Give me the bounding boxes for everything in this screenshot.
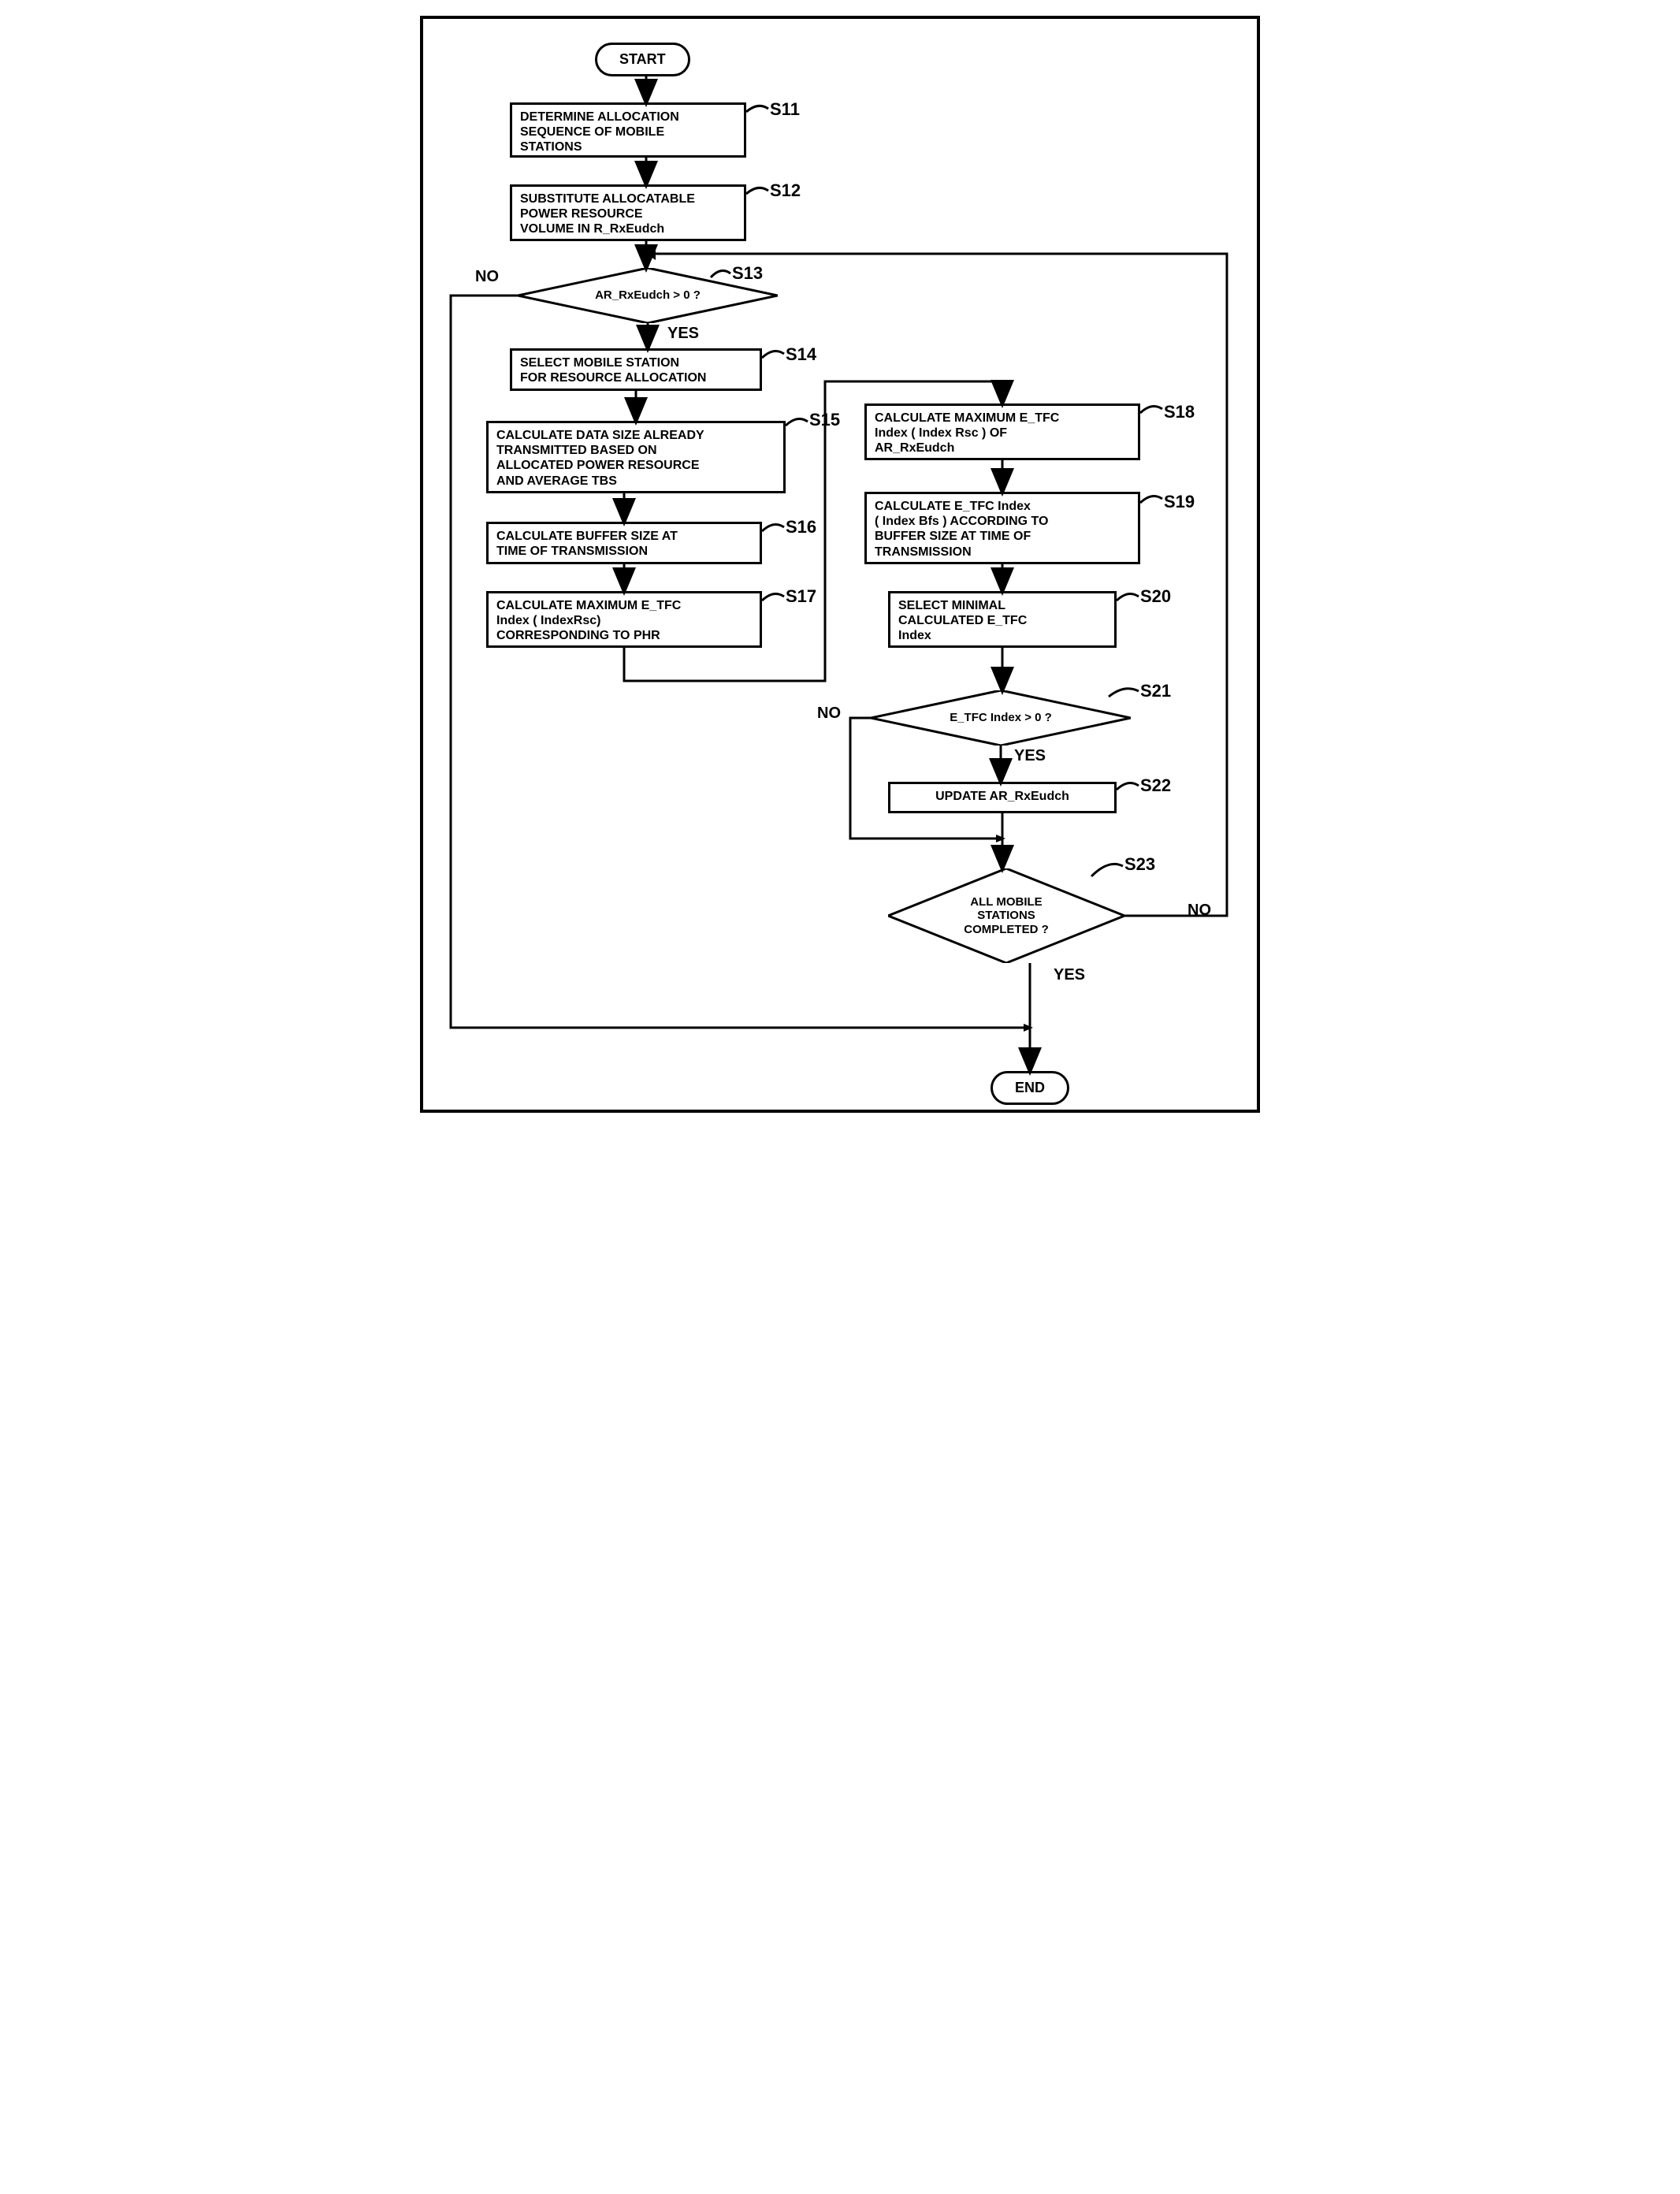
step-label-s15: S15: [809, 410, 840, 430]
start-node: START: [595, 43, 690, 76]
process-s17: CALCULATE MAXIMUM E_TFCIndex ( IndexRsc)…: [486, 591, 762, 648]
step-label-s18: S18: [1164, 402, 1195, 422]
s22-text: UPDATE AR_RxEudch: [935, 790, 1069, 803]
step-label-s11: S11: [770, 99, 800, 120]
step-label-s14: S14: [786, 344, 816, 365]
process-s15: CALCULATE DATA SIZE ALREADYTRANSMITTED B…: [486, 421, 786, 493]
s21-no-label: NO: [817, 705, 841, 723]
decision-s21: E_TFC Index > 0 ?: [871, 690, 1131, 746]
process-s22: UPDATE AR_RxEudch: [888, 782, 1117, 813]
s16-text: CALCULATE BUFFER SIZE ATTIME OF TRANSMIS…: [496, 530, 678, 558]
s14-text: SELECT MOBILE STATIONFOR RESOURCE ALLOCA…: [520, 356, 706, 385]
s23-no-label: NO: [1188, 902, 1211, 920]
s20-text: SELECT MINIMALCALCULATED E_TFCIndex: [898, 599, 1027, 642]
s15-text: CALCULATE DATA SIZE ALREADYTRANSMITTED B…: [496, 429, 704, 488]
step-label-s16: S16: [786, 517, 816, 537]
process-s18: CALCULATE MAXIMUM E_TFCIndex ( Index Rsc…: [864, 403, 1140, 460]
step-label-s13: S13: [732, 263, 763, 284]
s21-text: E_TFC Index > 0 ?: [926, 711, 1076, 724]
step-label-s19: S19: [1164, 492, 1195, 512]
decision-s23: ALL MOBILESTATIONSCOMPLETED ?: [888, 868, 1124, 963]
process-s11: DETERMINE ALLOCATIONSEQUENCE OF MOBILEST…: [510, 102, 746, 158]
step-label-s21: S21: [1140, 681, 1171, 701]
s23-text: ALL MOBILESTATIONSCOMPLETED ?: [940, 895, 1072, 936]
curves: [423, 19, 1263, 1116]
flowchart-canvas: START END DETERMINE ALLOCATIONSEQUENCE O…: [420, 16, 1260, 1113]
step-label-s23: S23: [1124, 854, 1155, 875]
end-text: END: [1015, 1080, 1045, 1095]
start-text: START: [619, 51, 666, 67]
step-label-s20: S20: [1140, 586, 1171, 607]
s18-text: CALCULATE MAXIMUM E_TFCIndex ( Index Rsc…: [875, 411, 1059, 455]
process-s12: SUBSTITUTE ALLOCATABLEPOWER RESOURCEVOLU…: [510, 184, 746, 241]
s13-yes-label: YES: [667, 325, 699, 343]
edges: [423, 19, 1263, 1116]
process-s20: SELECT MINIMALCALCULATED E_TFCIndex: [888, 591, 1117, 648]
s13-no-label: NO: [475, 268, 499, 286]
step-label-s17: S17: [786, 586, 816, 607]
process-s16: CALCULATE BUFFER SIZE ATTIME OF TRANSMIS…: [486, 522, 762, 564]
s23-yes-label: YES: [1054, 966, 1085, 984]
s17-text: CALCULATE MAXIMUM E_TFCIndex ( IndexRsc)…: [496, 599, 681, 642]
step-label-s22: S22: [1140, 775, 1171, 796]
process-s19: CALCULATE E_TFC Index( Index Bfs ) ACCOR…: [864, 492, 1140, 564]
process-s14: SELECT MOBILE STATIONFOR RESOURCE ALLOCA…: [510, 348, 762, 391]
s21-yes-label: YES: [1014, 747, 1046, 765]
s12-text: SUBSTITUTE ALLOCATABLEPOWER RESOURCEVOLU…: [520, 192, 695, 236]
s11-text: DETERMINE ALLOCATIONSEQUENCE OF MOBILEST…: [520, 110, 679, 154]
s19-text: CALCULATE E_TFC Index( Index Bfs ) ACCOR…: [875, 500, 1048, 559]
step-label-s12: S12: [770, 180, 801, 201]
s13-text: AR_RxEudch > 0 ?: [571, 288, 724, 302]
end-node: END: [991, 1071, 1069, 1105]
